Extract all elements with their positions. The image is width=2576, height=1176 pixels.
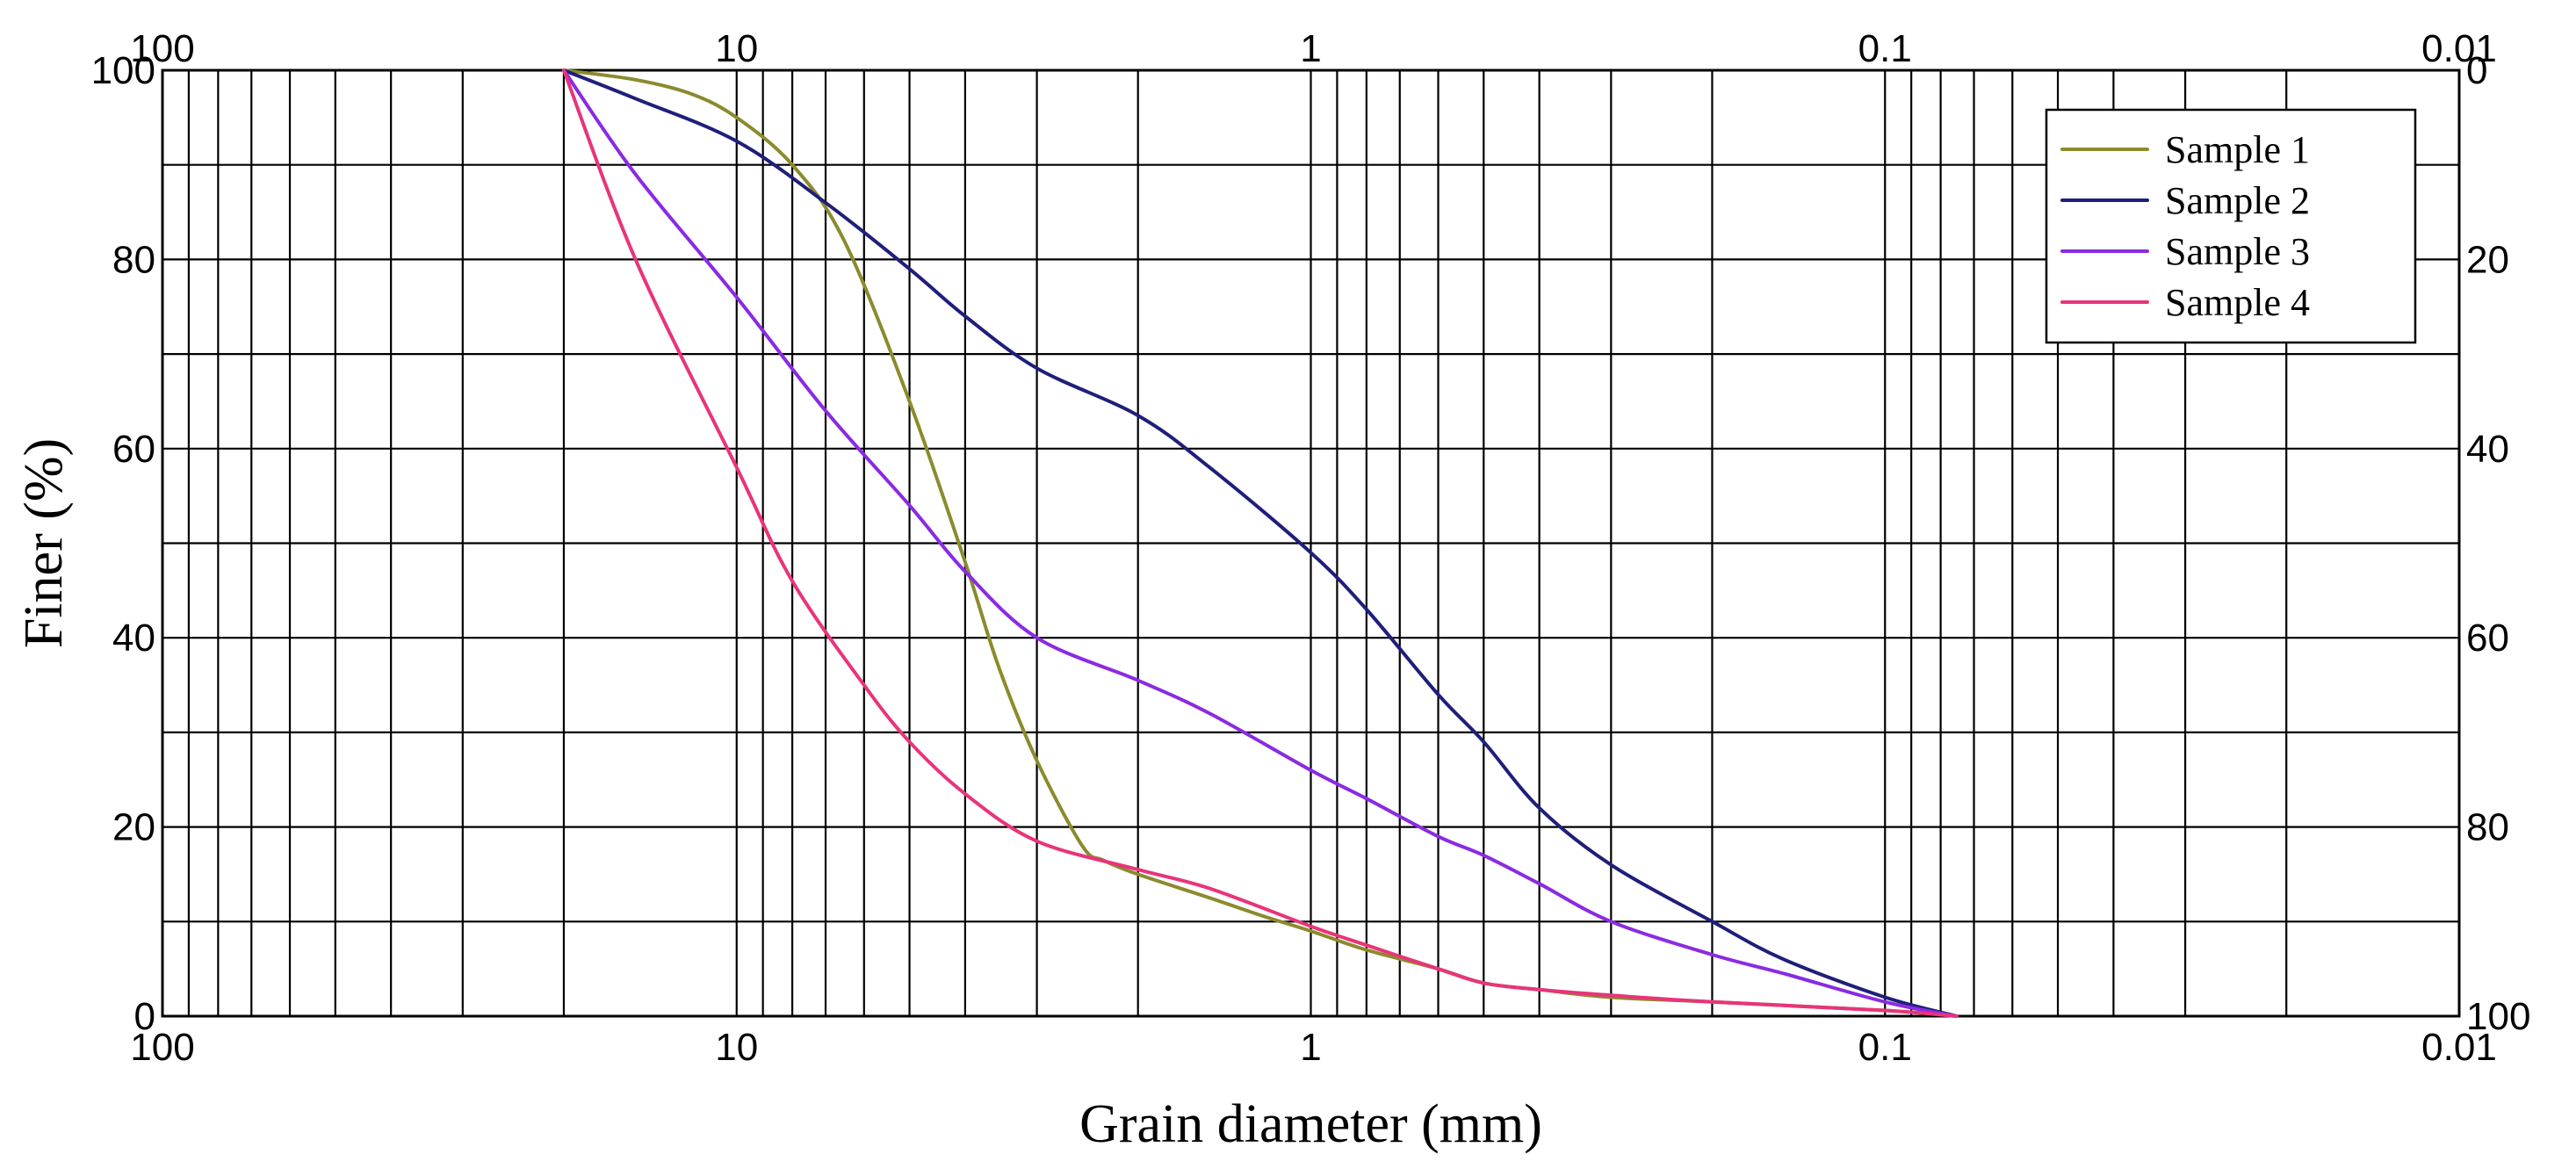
legend: Sample 1 Sample 2 Sample 3 Sample 4 xyxy=(2045,108,2417,344)
plot-frame xyxy=(161,69,2461,1018)
y-tick-label-left: 100 xyxy=(91,49,155,92)
series-line-sample-2 xyxy=(562,69,1959,1018)
y2-tick-label-right: 20 xyxy=(2466,238,2509,281)
y-tick-label-left: 20 xyxy=(112,806,155,849)
y-tick-label-left: 0 xyxy=(134,995,155,1038)
y2-tick-label-right: 40 xyxy=(2466,428,2509,471)
series-line-sample-3 xyxy=(562,69,1959,1018)
y-axis-title: Finer (%) xyxy=(14,438,74,648)
y-tick-label-left: 80 xyxy=(112,238,155,281)
x-tick-label-top: 0.01 xyxy=(2421,27,2497,70)
y-tick-label-left: 40 xyxy=(112,617,155,660)
x-axis-title: Grain diameter (mm) xyxy=(1079,1094,1542,1154)
x-tick-label-top: 100 xyxy=(130,27,194,70)
x-tick-label-bottom: 0.01 xyxy=(2421,1026,2497,1069)
x-tick-label-top: 10 xyxy=(715,27,758,70)
x-tick-label-bottom: 0.1 xyxy=(1858,1026,1912,1069)
x-tick-label-top: 1 xyxy=(1300,27,1321,70)
series-layer xyxy=(562,69,1959,1018)
y2-tick-label-right: 80 xyxy=(2466,806,2509,849)
x-tick-label-bottom: 100 xyxy=(130,1026,194,1069)
x-tick-label-bottom: 1 xyxy=(1300,1026,1321,1069)
series-line-sample-4 xyxy=(562,69,1959,1018)
x-tick-label-top: 0.1 xyxy=(1858,27,1912,70)
legend-label-sample-4: Sample 4 xyxy=(2165,281,2310,324)
y-tick-label-left: 60 xyxy=(112,428,155,471)
legend-label-sample-3: Sample 3 xyxy=(2165,230,2310,273)
y2-tick-label-right: 0 xyxy=(2466,49,2487,92)
legend-label-sample-2: Sample 2 xyxy=(2165,179,2310,222)
legend-label-sample-1: Sample 1 xyxy=(2165,128,2310,171)
y2-tick-label-right: 100 xyxy=(2466,995,2530,1038)
y2-tick-label-right: 60 xyxy=(2466,617,2509,660)
x-tick-label-bottom: 10 xyxy=(715,1026,758,1069)
